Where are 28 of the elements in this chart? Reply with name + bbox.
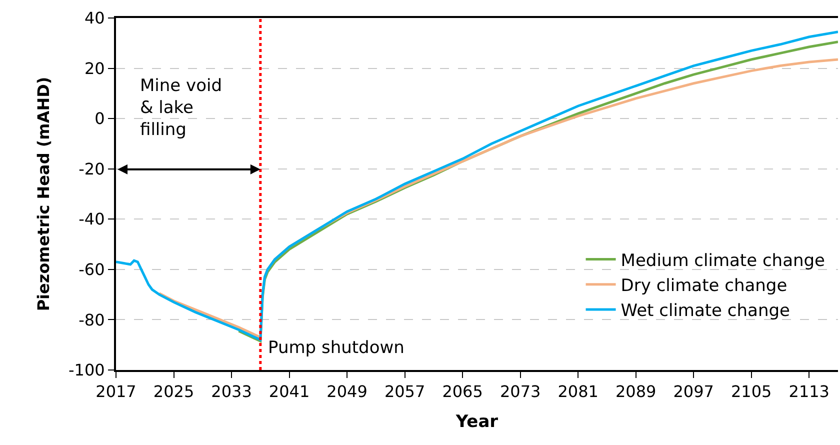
y-tick-label: -40 (78, 210, 105, 229)
legend-label: Medium climate change (620, 250, 826, 271)
y-tick-label: 0 (94, 109, 105, 128)
x-tick-label: 2065 (442, 382, 483, 402)
x-tick-label: 2097 (673, 382, 714, 402)
x-tick-label: 2025 (153, 382, 194, 402)
legend-label: Wet climate change (620, 301, 790, 322)
x-tick-label: 2073 (500, 382, 541, 402)
x-tick-label: 2089 (615, 382, 656, 402)
x-tick-label: 2049 (326, 382, 368, 402)
y-tick-label: -80 (78, 310, 105, 330)
y-tick-label: 40 (84, 8, 105, 28)
x-tick-label: 2033 (211, 382, 252, 402)
x-tick-label: 2017 (96, 382, 136, 402)
y-tick-label: -20 (78, 159, 105, 178)
x-tick-label: 2057 (384, 382, 426, 402)
y-tick-label: -100 (68, 360, 105, 380)
y-tick-label: 20 (84, 58, 105, 78)
x-tick-label: 2105 (731, 382, 772, 402)
annotation: Mine void & lake filling (140, 76, 222, 140)
x-tick-label: 2113 (788, 382, 830, 402)
ref-line-label: Pump shutdown (268, 338, 404, 358)
y-tick-label: -60 (78, 260, 105, 280)
x-axis-title: Year (454, 412, 499, 432)
x-tick-label: 2081 (558, 382, 598, 402)
legend-label: Dry climate change (620, 276, 788, 296)
x-tick-label: 2041 (268, 382, 310, 402)
y-axis-title: Piezometric Head (mAHD) (34, 76, 53, 312)
